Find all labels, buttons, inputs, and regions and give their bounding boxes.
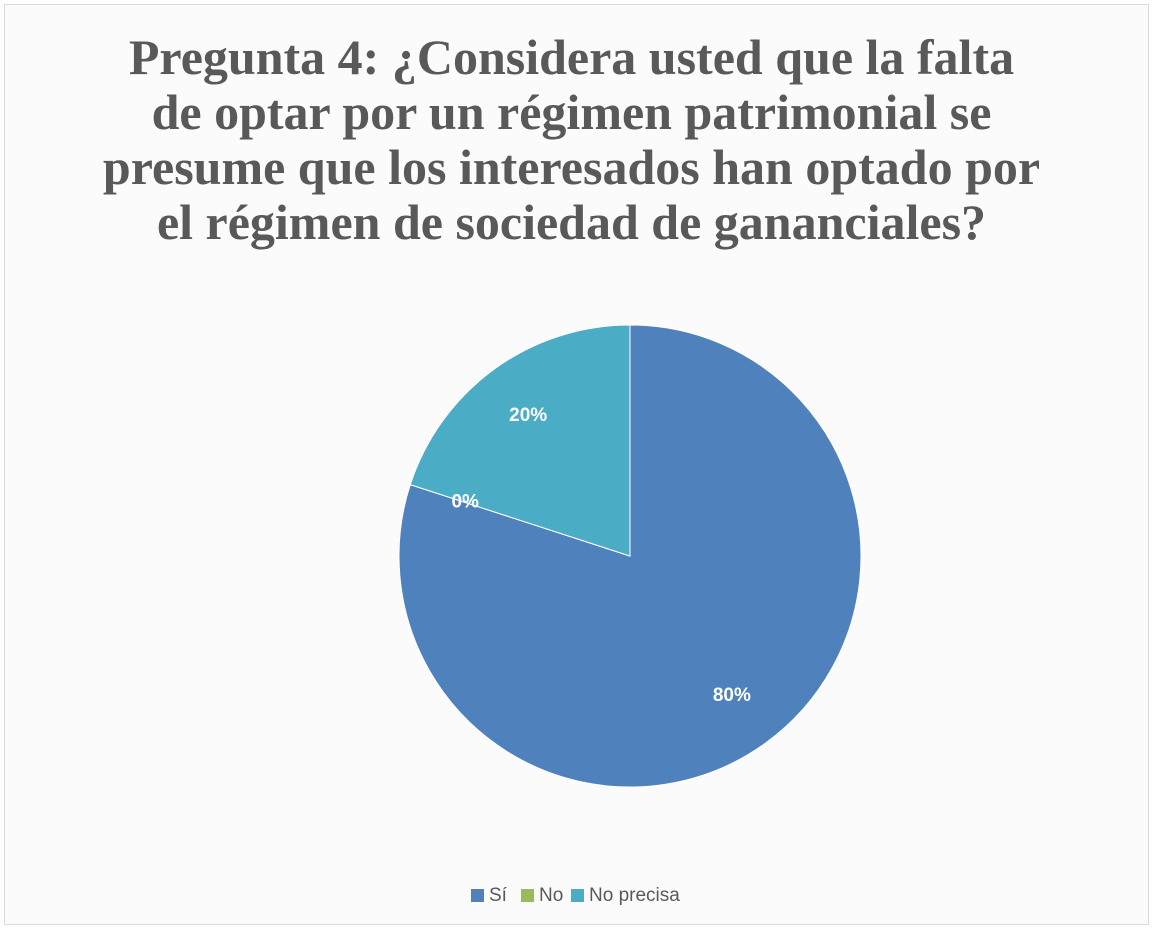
chart-title: Pregunta 4: ¿Considera usted que la falt… xyxy=(102,29,1041,250)
legend-label: Sí xyxy=(489,885,508,906)
legend-swatch xyxy=(471,889,484,902)
legend-label: No precisa xyxy=(589,885,680,906)
legend-label: No xyxy=(539,885,563,906)
legend-swatch xyxy=(571,889,584,902)
legend-swatch xyxy=(521,889,534,902)
data-label: 20% xyxy=(509,405,547,426)
data-label: 80% xyxy=(713,685,751,706)
data-label: 0% xyxy=(451,491,479,512)
pie-slice xyxy=(409,324,631,557)
